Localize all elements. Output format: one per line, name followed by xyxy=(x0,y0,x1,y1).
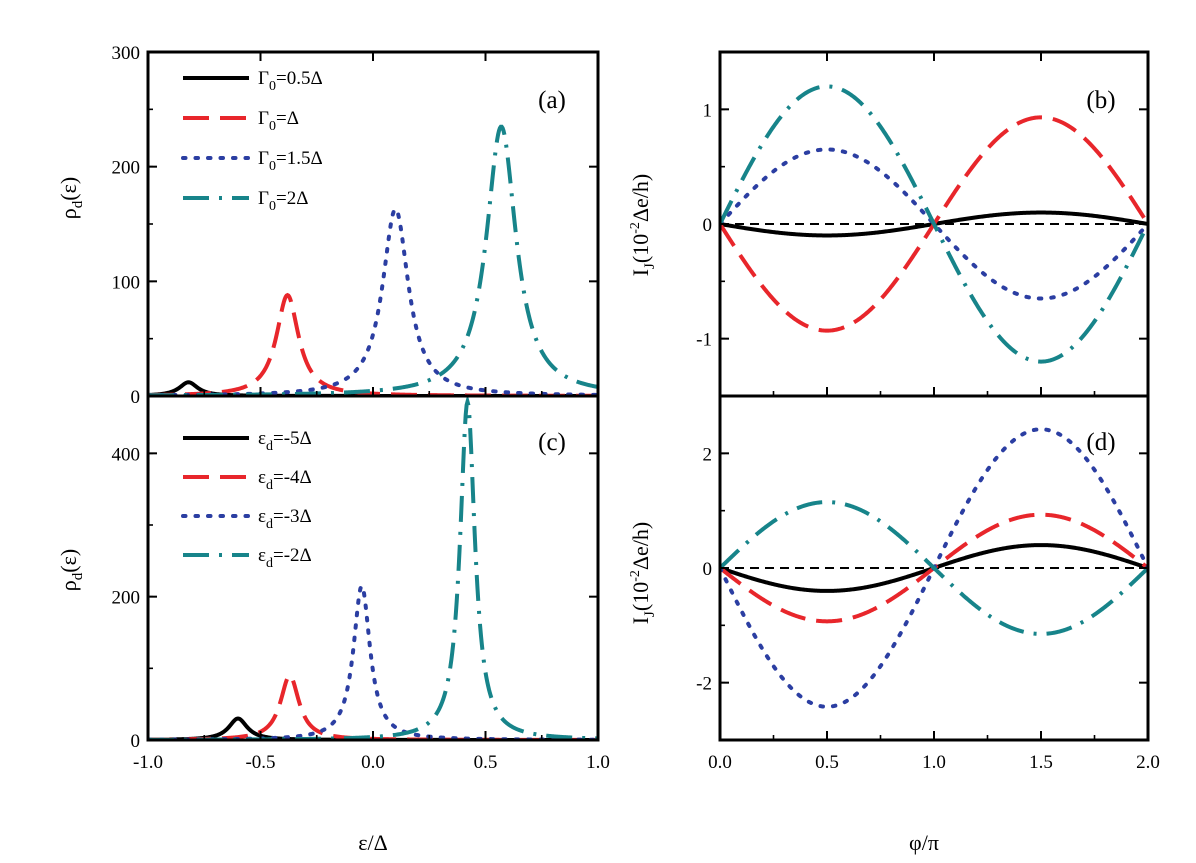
panel-c-xtick-label: -1.0 xyxy=(133,752,163,773)
panel-a-ytick-label: 100 xyxy=(112,272,141,293)
panel-a-series-group xyxy=(148,124,598,396)
panel-d-xtick-label: 0.5 xyxy=(815,752,839,773)
panel-c-xtick-label: 0.5 xyxy=(474,752,498,773)
panel-c-series-dashdot xyxy=(148,396,598,740)
panel-c-legend-label: εd=-2Δ xyxy=(258,545,312,571)
plot-text-layer: ε/Δ φ/π ρd(ε) ρd(ε) IJ(10-2Δe/h) IJ(10-2… xyxy=(56,43,1160,855)
panel-c-xtick-label: 1.0 xyxy=(586,752,610,773)
x-axis-label-right: φ/π xyxy=(909,830,939,855)
panel-a-legend-label: Γ0=0.5Δ xyxy=(258,68,323,94)
panel-d-xtick-label: 0.0 xyxy=(708,752,732,773)
panel-d-xtick-label: 2.0 xyxy=(1136,752,1160,773)
x-axis-label-left: ε/Δ xyxy=(358,830,388,855)
y-axis-label-a: ρd(ε) xyxy=(56,177,86,219)
panel-c-legend-label: εd=-4Δ xyxy=(258,467,312,493)
panel-c-ytick-label: 0 xyxy=(131,731,141,752)
panel-d-series-dashdot xyxy=(720,500,1148,636)
y-axis-label-b: IJ(10-2Δe/h) xyxy=(628,174,658,277)
panel-a-label: (a) xyxy=(538,87,566,114)
panel-a-ytick-label: 200 xyxy=(112,158,141,179)
plot-data-layer xyxy=(148,84,1148,740)
plot-frames-layer xyxy=(146,50,1150,742)
panel-b-series-dashdot xyxy=(720,84,1148,364)
panel-d-xtick-label: 1.0 xyxy=(922,752,946,773)
panel-c-legend-label: εd=-3Δ xyxy=(258,506,312,532)
panel-b-series-group xyxy=(720,84,1148,364)
panel-c-legend-label: εd=-5Δ xyxy=(258,428,312,454)
panel-c-xtick-label: -0.5 xyxy=(245,752,275,773)
y-axis-label-d: IJ(10-2Δe/h) xyxy=(628,522,658,625)
panel-b-ytick-label: -1 xyxy=(696,330,712,351)
panel-a-legend-label: Γ0=2Δ xyxy=(258,188,308,214)
panel-c-label: (c) xyxy=(538,429,566,456)
panel-d-ytick-label: 0 xyxy=(703,559,713,580)
panel-c-frame xyxy=(146,394,600,742)
panel-a-ytick-label: 300 xyxy=(112,43,141,64)
panel-c-series-dashed xyxy=(148,673,598,740)
panel-c-ytick-label: 400 xyxy=(112,444,141,465)
y-axis-label-c: ρd(ε) xyxy=(56,549,86,591)
panel-b-ytick-label: 1 xyxy=(703,100,713,121)
panel-d-xtick-label: 1.5 xyxy=(1029,752,1053,773)
panel-b-label: (b) xyxy=(1086,87,1115,114)
panel-d-ytick-label: -2 xyxy=(696,674,712,695)
panel-c-ytick-label: 200 xyxy=(112,588,141,609)
panel-b-series-dotted xyxy=(720,147,1148,301)
panel-c-series-group xyxy=(148,396,598,740)
panel-a-legend-label: Γ0=1.5Δ xyxy=(258,148,323,174)
panel-a-ytick-label: 0 xyxy=(131,387,141,408)
panel-d-label: (d) xyxy=(1086,429,1115,456)
panel-c-xtick-label: 0.0 xyxy=(361,752,385,773)
panel-a-series-dashdot xyxy=(148,124,598,396)
panel-d-ytick-label: 2 xyxy=(703,444,713,465)
panel-c-series-dotted xyxy=(148,584,598,740)
panel-a-legend-label: Γ0=Δ xyxy=(258,108,299,134)
panel-d-series-group xyxy=(720,427,1148,709)
panel-a-frame xyxy=(146,50,600,398)
panel-b-ytick-label: 0 xyxy=(703,215,713,236)
panel-a-series-dotted xyxy=(148,206,598,396)
panel-a-series-dashed xyxy=(148,292,598,396)
